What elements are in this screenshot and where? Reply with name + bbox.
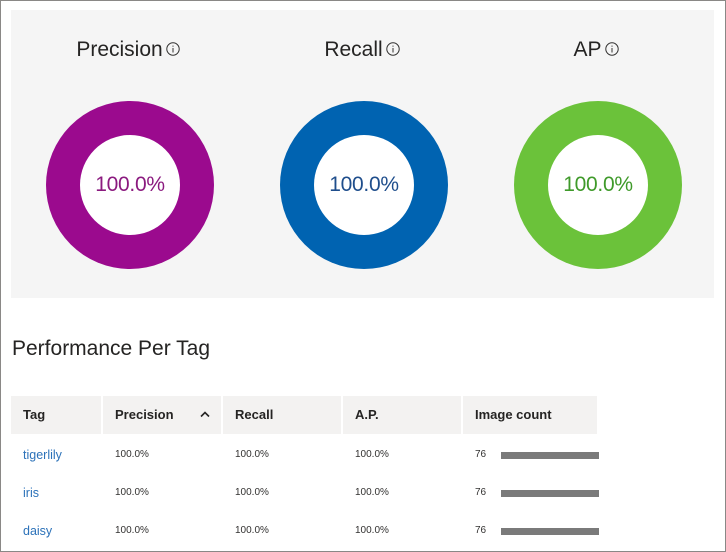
ap-cell: 100.0% — [355, 525, 389, 536]
image-count-bar-fill — [501, 452, 599, 459]
info-icon[interactable] — [385, 42, 400, 57]
recall-donut: 100.0% — [280, 101, 448, 269]
tag-link[interactable]: tigerlily — [23, 448, 62, 462]
recall-metric: Recall 100.0% — [245, 10, 479, 298]
ap-metric: AP 100.0% — [479, 10, 713, 298]
recall-value: 100.0% — [314, 135, 414, 235]
column-header-precision-label: Precision — [115, 407, 174, 422]
precision-header: Precision — [11, 38, 245, 62]
table-row: tigerlily 100.0% 100.0% 100.0% 76 — [11, 436, 601, 474]
info-icon[interactable] — [165, 42, 180, 57]
recall-header: Recall — [245, 38, 479, 62]
metrics-panel: Precision 100.0% Recall 100.0% AP 100.0% — [11, 10, 714, 298]
image-count-bar — [501, 528, 599, 535]
column-header-image-count[interactable]: Image count — [463, 396, 597, 434]
recall-cell: 100.0% — [235, 487, 269, 498]
column-header-ap[interactable]: A.P. — [343, 396, 461, 434]
section-title: Performance Per Tag — [12, 337, 211, 360]
precision-cell: 100.0% — [115, 487, 149, 498]
table-row: daisy 100.0% 100.0% 100.0% 76 — [11, 512, 601, 550]
column-header-tag[interactable]: Tag — [11, 396, 101, 434]
performance-table: Tag Precision Recall A.P. Image count ti… — [11, 396, 601, 538]
image-count-value: 76 — [475, 487, 487, 498]
tag-cell: iris — [11, 474, 101, 512]
recall-label: Recall — [324, 38, 383, 61]
ap-value: 100.0% — [548, 135, 648, 235]
tag-cell: tigerlily — [11, 436, 101, 474]
image-count-cell: 76 — [463, 436, 601, 474]
ap-header: AP — [479, 38, 713, 62]
sort-ascending-icon[interactable] — [199, 408, 211, 420]
precision-cell: 100.0% — [115, 449, 149, 460]
tag-link[interactable]: iris — [23, 486, 39, 500]
precision-label: Precision — [76, 38, 163, 61]
image-count-cell: 76 — [463, 474, 601, 512]
table-header: Tag Precision Recall A.P. Image count — [11, 396, 601, 436]
ap-label: AP — [573, 38, 602, 61]
image-count-value: 76 — [475, 525, 487, 536]
recall-cell: 100.0% — [235, 449, 269, 460]
info-icon[interactable] — [604, 42, 619, 57]
precision-donut: 100.0% — [46, 101, 214, 269]
image-count-bar-fill — [501, 490, 599, 497]
table-row: iris 100.0% 100.0% 100.0% 76 — [11, 474, 601, 512]
image-count-bar — [501, 452, 599, 459]
precision-metric: Precision 100.0% — [11, 10, 245, 298]
image-count-cell: 76 — [463, 512, 601, 550]
precision-cell: 100.0% — [115, 525, 149, 536]
column-header-recall[interactable]: Recall — [223, 396, 341, 434]
tag-link[interactable]: daisy — [23, 524, 53, 538]
ap-cell: 100.0% — [355, 449, 389, 460]
ap-cell: 100.0% — [355, 487, 389, 498]
column-header-precision[interactable]: Precision — [103, 396, 221, 434]
recall-cell: 100.0% — [235, 525, 269, 536]
image-count-bar — [501, 490, 599, 497]
image-count-bar-fill — [501, 528, 599, 535]
image-count-value: 76 — [475, 449, 487, 460]
ap-donut: 100.0% — [514, 101, 682, 269]
precision-value: 100.0% — [80, 135, 180, 235]
tag-cell: daisy — [11, 512, 101, 550]
